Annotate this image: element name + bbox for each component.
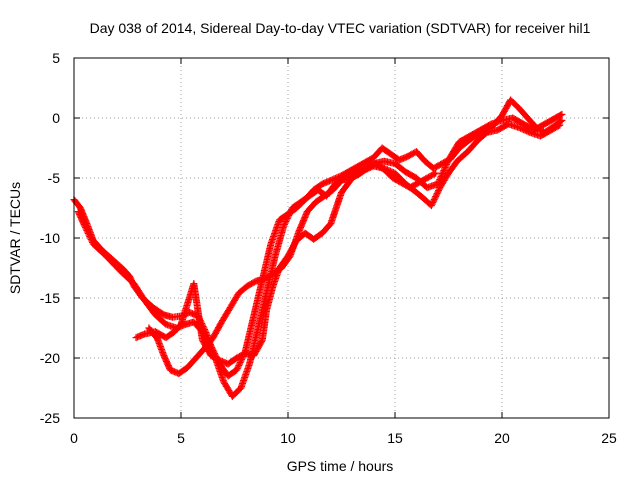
point-track-3-340 xyxy=(430,197,438,205)
point-track-2-20 xyxy=(88,237,96,245)
point-track-1-283 xyxy=(280,221,288,228)
point-track-2-14 xyxy=(84,228,92,236)
point-track-2-157 xyxy=(234,363,242,371)
y-tick-label-1: -20 xyxy=(40,350,60,366)
series-track-1 xyxy=(70,110,566,400)
point-track-3-337 xyxy=(427,202,435,210)
point-track-2-12 xyxy=(82,225,90,233)
point-track-3-444 xyxy=(556,121,564,129)
series-track-4 xyxy=(145,160,440,378)
x-tick-label-2: 10 xyxy=(280,430,296,446)
point-track-3-346 xyxy=(434,188,442,196)
point-track-1-414 xyxy=(440,167,448,174)
y-tick-label-5: 0 xyxy=(52,110,60,126)
point-track-1-415 xyxy=(440,165,448,173)
y-tick-label-2: -15 xyxy=(40,290,60,306)
point-track-2-19 xyxy=(87,236,95,243)
axes: 0 5 10 15 20 25 -25 -20 -15 -10 -5 0 5 xyxy=(40,50,617,446)
point-track-3-420 xyxy=(521,126,529,134)
point-track-1-284 xyxy=(281,219,289,227)
point-track-4-269 xyxy=(432,169,440,177)
point-track-2-297 xyxy=(331,174,339,182)
y-tick-label-3: -10 xyxy=(40,230,60,246)
point-track-2-299 xyxy=(334,173,342,181)
point-track-3-148 xyxy=(258,337,266,345)
grid-lines xyxy=(74,58,609,418)
point-track-2-155 xyxy=(233,366,241,374)
point-track-3-422 xyxy=(524,128,532,136)
point-track-3-345 xyxy=(433,190,441,198)
point-track-2-482 xyxy=(558,116,566,124)
point-track-3-338 xyxy=(428,200,436,208)
point-track-2-159 xyxy=(235,360,243,368)
series-track-3 xyxy=(132,120,564,368)
y-tick-label-0: -25 xyxy=(40,410,60,426)
point-track-3-347 xyxy=(435,187,443,195)
point-track-2-294 xyxy=(327,176,335,184)
point-track-2-18 xyxy=(86,234,94,242)
x-tick-label-0: 0 xyxy=(70,430,78,446)
x-tick-label-5: 25 xyxy=(601,430,617,446)
point-track-2-295 xyxy=(328,176,336,184)
point-track-2-158 xyxy=(235,362,243,369)
point-track-3-343 xyxy=(432,193,440,201)
point-track-4-268 xyxy=(430,170,438,178)
point-track-2-296 xyxy=(330,175,338,183)
point-track-2-15 xyxy=(84,230,92,237)
point-track-3-418 xyxy=(518,125,526,133)
point-track-2-298 xyxy=(333,174,341,182)
point-track-2-156 xyxy=(233,365,241,372)
point-track-3-416 xyxy=(515,124,523,132)
point-track-3-419 xyxy=(520,126,528,134)
point-track-2-160 xyxy=(236,359,244,366)
point-track-3-342 xyxy=(431,194,439,202)
point-track-1-509 xyxy=(558,110,566,118)
point-track-2-11 xyxy=(81,224,89,231)
point-track-1-282 xyxy=(280,222,288,230)
point-track-2-17 xyxy=(86,233,94,240)
point-track-3-443 xyxy=(554,122,562,130)
point-track-1-508 xyxy=(557,111,565,119)
y-tick-label-6: 5 xyxy=(52,50,60,66)
point-track-3-339 xyxy=(429,199,437,207)
point-track-2-10 xyxy=(81,222,89,230)
point-track-1-413 xyxy=(439,168,447,176)
point-track-2-481 xyxy=(557,117,565,125)
point-track-1-412 xyxy=(438,170,446,177)
y-tick-label-4: -5 xyxy=(48,170,61,186)
point-track-3-417 xyxy=(517,124,525,132)
x-tick-label-1: 5 xyxy=(177,430,185,446)
x-tick-label-3: 15 xyxy=(387,430,403,446)
point-track-2-16 xyxy=(85,231,93,239)
x-axis-label: GPS time / hours xyxy=(287,458,394,474)
point-track-3-421 xyxy=(523,127,531,135)
x-tick-label-4: 20 xyxy=(494,430,510,446)
point-track-2-13 xyxy=(83,227,91,234)
point-track-3-341 xyxy=(430,196,438,204)
point-track-3-344 xyxy=(432,191,440,199)
y-axis-label: SDTVAR / TECUs xyxy=(7,182,23,294)
chart-title: Day 038 of 2014, Sidereal Day-to-day VTE… xyxy=(90,20,591,36)
data-points xyxy=(70,96,566,400)
